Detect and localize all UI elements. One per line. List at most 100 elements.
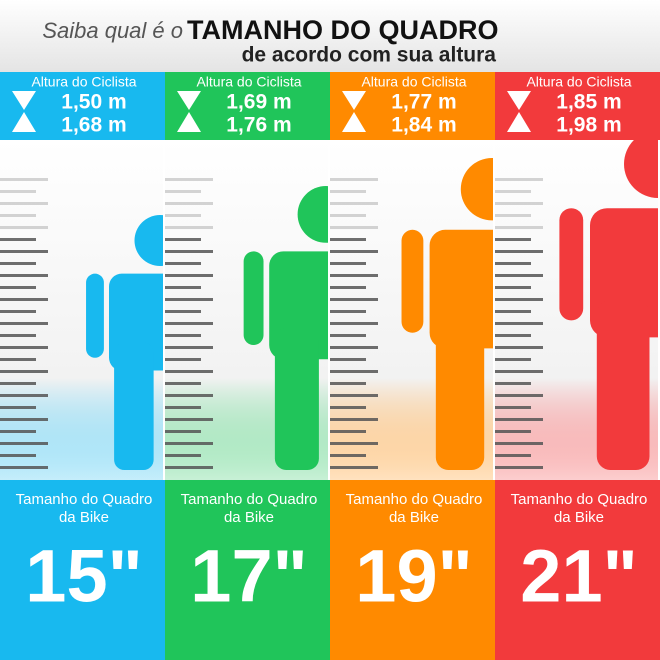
subtitle: de acordo com sua altura <box>242 44 497 67</box>
height-label: Altura do Ciclista <box>31 74 136 90</box>
height-min: 1,50 m <box>61 91 126 114</box>
ruler-line <box>165 178 213 181</box>
ruler-line <box>0 358 36 361</box>
frame-size: 15" <box>25 535 142 618</box>
frame-label: Tamanho do Quadro <box>346 491 483 508</box>
ruler-line <box>0 322 48 325</box>
ruler-line <box>495 214 531 217</box>
ruler-line <box>330 322 378 325</box>
ruler-line <box>495 250 543 253</box>
ruler-line <box>165 382 201 385</box>
person-icon <box>86 215 163 470</box>
ruler-line <box>0 202 48 205</box>
ruler-line <box>165 190 201 193</box>
bottom-band <box>495 480 660 660</box>
ruler-line <box>165 250 213 253</box>
person-head <box>134 215 163 266</box>
ruler-line <box>330 262 366 265</box>
ruler-line <box>0 334 36 337</box>
frame-size: 17" <box>190 535 307 618</box>
person-icon <box>401 158 493 470</box>
ruler-line <box>330 286 366 289</box>
ruler-line <box>330 310 366 313</box>
hourglass-icon <box>507 91 531 132</box>
ruler-line <box>495 418 543 421</box>
ruler-line <box>330 382 366 385</box>
ruler-line <box>165 418 213 421</box>
ruler-line <box>165 454 201 457</box>
ruler-line <box>165 406 201 409</box>
ruler-line <box>0 418 48 421</box>
height-label: Altura do Ciclista <box>361 74 466 90</box>
ruler-line <box>330 178 378 181</box>
ruler-line <box>330 370 378 373</box>
ruler-line <box>0 430 36 433</box>
ruler-line <box>165 442 213 445</box>
title-prefix: Saiba qual é o <box>42 18 183 43</box>
ruler-line <box>0 274 48 277</box>
ruler-line <box>495 466 543 469</box>
ruler-line <box>330 226 378 229</box>
bottom-band <box>0 480 165 660</box>
title-main: TAMANHO DO QUADRO <box>187 15 498 45</box>
height-max: 1,98 m <box>556 114 621 137</box>
height-max: 1,68 m <box>61 114 126 137</box>
ruler-line <box>165 202 213 205</box>
ruler-line <box>0 298 48 301</box>
ruler-line <box>330 250 378 253</box>
header-bg <box>0 0 660 72</box>
ruler-line <box>165 286 201 289</box>
ruler-line <box>495 238 531 241</box>
divider <box>328 140 330 480</box>
ruler-line <box>0 370 48 373</box>
person-arm <box>559 208 584 321</box>
ruler-line <box>165 358 201 361</box>
height-min: 1,77 m <box>391 91 456 114</box>
ruler-line <box>330 190 366 193</box>
ruler-line <box>495 406 531 409</box>
ruler-line <box>330 430 366 433</box>
person-leg <box>596 300 650 470</box>
frame-label: Tamanho do Quadro <box>181 491 318 508</box>
ruler-line <box>495 334 531 337</box>
ruler-line <box>330 334 366 337</box>
height-max: 1,84 m <box>391 114 456 137</box>
bottom-band <box>165 480 330 660</box>
ruler-line <box>165 214 201 217</box>
ruler-line <box>0 178 48 181</box>
frame-label: Tamanho do Quadro <box>16 491 153 508</box>
ruler-line <box>495 394 543 397</box>
ruler-line <box>330 238 366 241</box>
ruler-line <box>0 346 48 349</box>
ruler-line <box>495 286 531 289</box>
ruler-line <box>495 454 531 457</box>
frame-label: da Bike <box>224 509 274 526</box>
person-arm <box>243 251 264 346</box>
ruler-line <box>495 346 543 349</box>
frame-size: 19" <box>355 535 472 618</box>
ruler-line <box>165 238 201 241</box>
ruler-line <box>495 226 543 229</box>
height-max: 1,76 m <box>226 114 291 137</box>
frame-label: Tamanho do Quadro <box>511 491 648 508</box>
ruler-line <box>330 394 378 397</box>
frame-label: da Bike <box>389 509 439 526</box>
ruler-line <box>165 430 201 433</box>
divider <box>658 140 660 480</box>
height-min: 1,69 m <box>226 91 291 114</box>
ruler-line <box>0 286 36 289</box>
ruler-line <box>0 250 48 253</box>
ruler-line <box>165 298 213 301</box>
ruler-line <box>0 262 36 265</box>
ruler-line <box>0 310 36 313</box>
ruler-line <box>0 238 36 241</box>
divider <box>493 140 495 480</box>
ruler-line <box>165 322 213 325</box>
height-min: 1,85 m <box>556 91 621 114</box>
ruler-line <box>0 226 48 229</box>
ruler-line <box>495 178 543 181</box>
ruler-line <box>0 454 36 457</box>
ruler-line <box>495 430 531 433</box>
ruler-line <box>0 466 48 469</box>
ruler-line <box>495 322 543 325</box>
